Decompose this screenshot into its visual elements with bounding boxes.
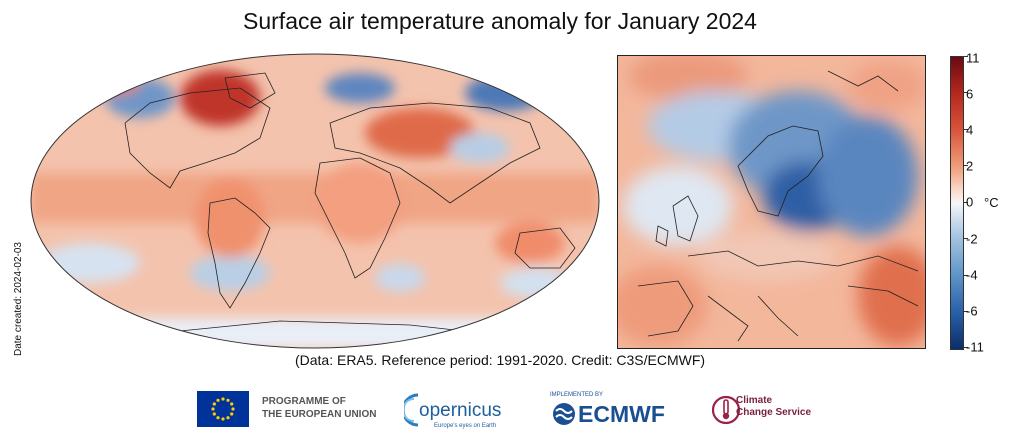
colorbar-tick-label: 2 [966,158,974,174]
colorbar-ticks [964,56,1004,348]
ecmwf-implemented-label: IMPLEMENTED BY [550,392,603,398]
copernicus-wordmark: opernicus [419,400,501,421]
eu-flag-icon [197,391,249,427]
eu-programme-label: PROGRAMME OF THE EUROPEAN UNION [262,396,377,420]
date-created-label: Date created: 2024-02-03 [13,242,24,356]
map-title: Surface air temperature anomaly for Janu… [243,8,757,34]
colorbar-tick-label: 11 [966,50,980,66]
colorbar-tick-label: -4 [966,267,978,283]
c3s-label: Climate Change Service [736,395,812,418]
colorbar [950,56,964,350]
colorbar-tick-label: -6 [966,303,978,319]
ecmwf-logo: IMPLEMENTED BY ECMWF [550,392,665,427]
colorbar-unit: °C [984,195,999,210]
logo-row: PROGRAMME OF THE EUROPEAN UNION opernicu… [0,385,1024,435]
ecmwf-wordmark: ECMWF [578,401,665,427]
colorbar-tick-label: -2 [966,231,978,247]
copernicus-logo: opernicus Europe's eyes on Earth [404,393,501,429]
colorbar-tick-label: 4 [966,122,974,138]
climate-change-service-logo [712,395,741,425]
colorbar-tick-label: -11 [966,339,984,355]
colorbar-tick-label: 0 [966,194,974,210]
data-credit: (Data: ERA5. Reference period: 1991-2020… [294,352,706,368]
colorbar-tick-label: 6 [966,86,974,102]
world-anomaly-map [30,53,600,349]
europe-anomaly-map [617,55,926,349]
copernicus-tagline: Europe's eyes on Earth [434,423,496,429]
